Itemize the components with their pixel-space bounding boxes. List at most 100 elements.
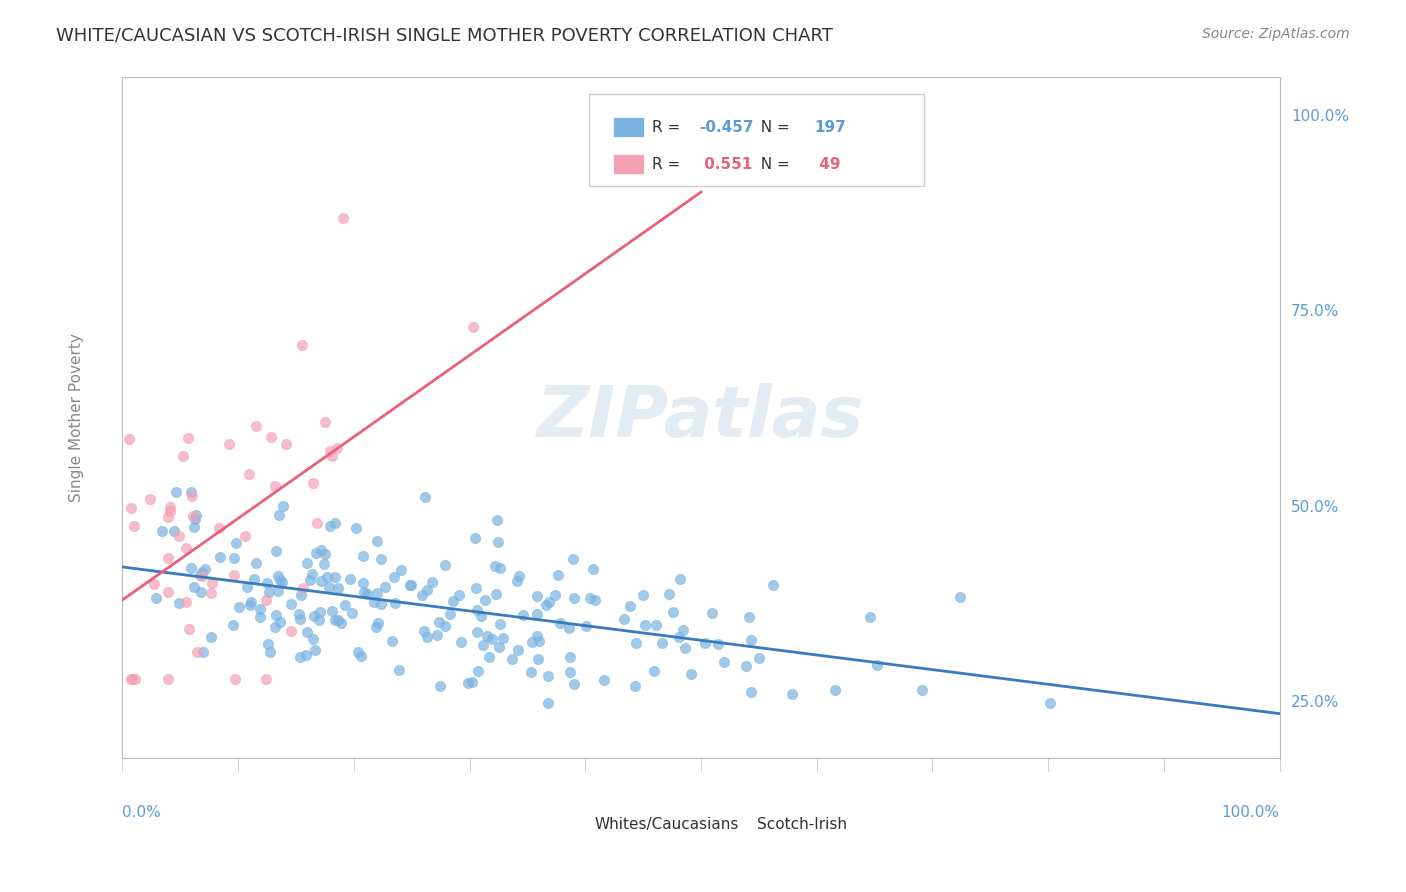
Point — [194, 562, 217, 576]
Point — [260, 430, 283, 444]
Point — [271, 499, 294, 513]
Point — [520, 665, 543, 680]
Point — [200, 631, 222, 645]
Point — [492, 632, 515, 646]
Point — [249, 601, 271, 615]
Point — [254, 673, 277, 687]
Point — [256, 576, 278, 591]
Point — [319, 519, 342, 533]
Point — [374, 580, 396, 594]
Point — [558, 650, 581, 665]
Point — [323, 516, 346, 530]
Point — [209, 549, 232, 564]
Point — [662, 605, 685, 619]
Text: 75.0%: 75.0% — [1291, 304, 1339, 319]
Point — [297, 556, 319, 570]
Point — [190, 567, 212, 582]
Point — [411, 588, 433, 602]
Point — [370, 552, 392, 566]
Point — [439, 607, 461, 622]
Point — [470, 608, 492, 623]
Text: N =: N = — [751, 120, 794, 135]
Point — [145, 591, 167, 605]
Point — [314, 557, 336, 571]
Point — [624, 636, 647, 650]
Point — [301, 475, 323, 490]
Point — [318, 580, 340, 594]
Point — [619, 599, 641, 613]
Point — [172, 450, 194, 464]
Point — [1039, 696, 1062, 710]
Point — [314, 548, 336, 562]
Point — [762, 578, 785, 592]
Point — [159, 504, 181, 518]
Point — [339, 572, 361, 586]
Point — [352, 576, 374, 591]
Point — [575, 619, 598, 633]
Point — [489, 561, 512, 575]
Point — [352, 549, 374, 563]
Point — [184, 508, 207, 522]
Text: 50.0%: 50.0% — [1291, 500, 1339, 515]
Point — [420, 575, 443, 590]
Point — [254, 592, 277, 607]
Point — [426, 628, 449, 642]
Point — [866, 657, 889, 672]
Point — [534, 598, 557, 612]
Point — [547, 568, 569, 582]
Point — [562, 677, 585, 691]
Point — [186, 645, 208, 659]
Text: ZIPatlas: ZIPatlas — [537, 383, 865, 452]
Point — [624, 679, 647, 693]
FancyBboxPatch shape — [589, 95, 924, 186]
Point — [120, 501, 142, 516]
FancyBboxPatch shape — [613, 153, 644, 174]
Text: R =: R = — [652, 156, 686, 171]
Text: N =: N = — [751, 156, 794, 171]
Point — [713, 655, 735, 669]
Point — [169, 529, 191, 543]
Point — [233, 529, 256, 543]
Point — [177, 622, 200, 636]
Point — [200, 586, 222, 600]
Point — [121, 673, 143, 687]
Point — [702, 606, 724, 620]
Point — [672, 624, 695, 638]
Point — [415, 582, 437, 597]
Point — [734, 658, 756, 673]
Point — [441, 594, 464, 608]
Point — [325, 570, 347, 584]
Point — [738, 610, 761, 624]
Point — [299, 574, 322, 588]
Point — [156, 551, 179, 566]
Point — [264, 543, 287, 558]
Point — [488, 640, 510, 654]
Point — [389, 563, 412, 577]
Point — [302, 608, 325, 623]
Point — [222, 551, 245, 566]
Point — [706, 636, 728, 650]
Text: Source: ZipAtlas.com: Source: ZipAtlas.com — [1202, 27, 1350, 41]
Point — [472, 638, 495, 652]
Point — [780, 687, 803, 701]
Point — [550, 615, 572, 630]
Point — [399, 578, 422, 592]
Point — [434, 558, 457, 573]
Point — [356, 587, 378, 601]
Point — [236, 580, 259, 594]
Point — [578, 591, 600, 605]
Point — [537, 696, 560, 710]
Point — [481, 632, 503, 647]
Point — [475, 629, 498, 643]
Point — [506, 574, 529, 589]
Point — [305, 546, 328, 560]
Point — [668, 630, 690, 644]
Point — [370, 597, 392, 611]
Point — [201, 576, 224, 591]
Point — [267, 568, 290, 582]
Point — [290, 612, 312, 626]
Text: Scotch-Irish: Scotch-Irish — [756, 817, 846, 831]
Point — [309, 574, 332, 588]
Point — [245, 557, 267, 571]
Point — [582, 562, 605, 576]
